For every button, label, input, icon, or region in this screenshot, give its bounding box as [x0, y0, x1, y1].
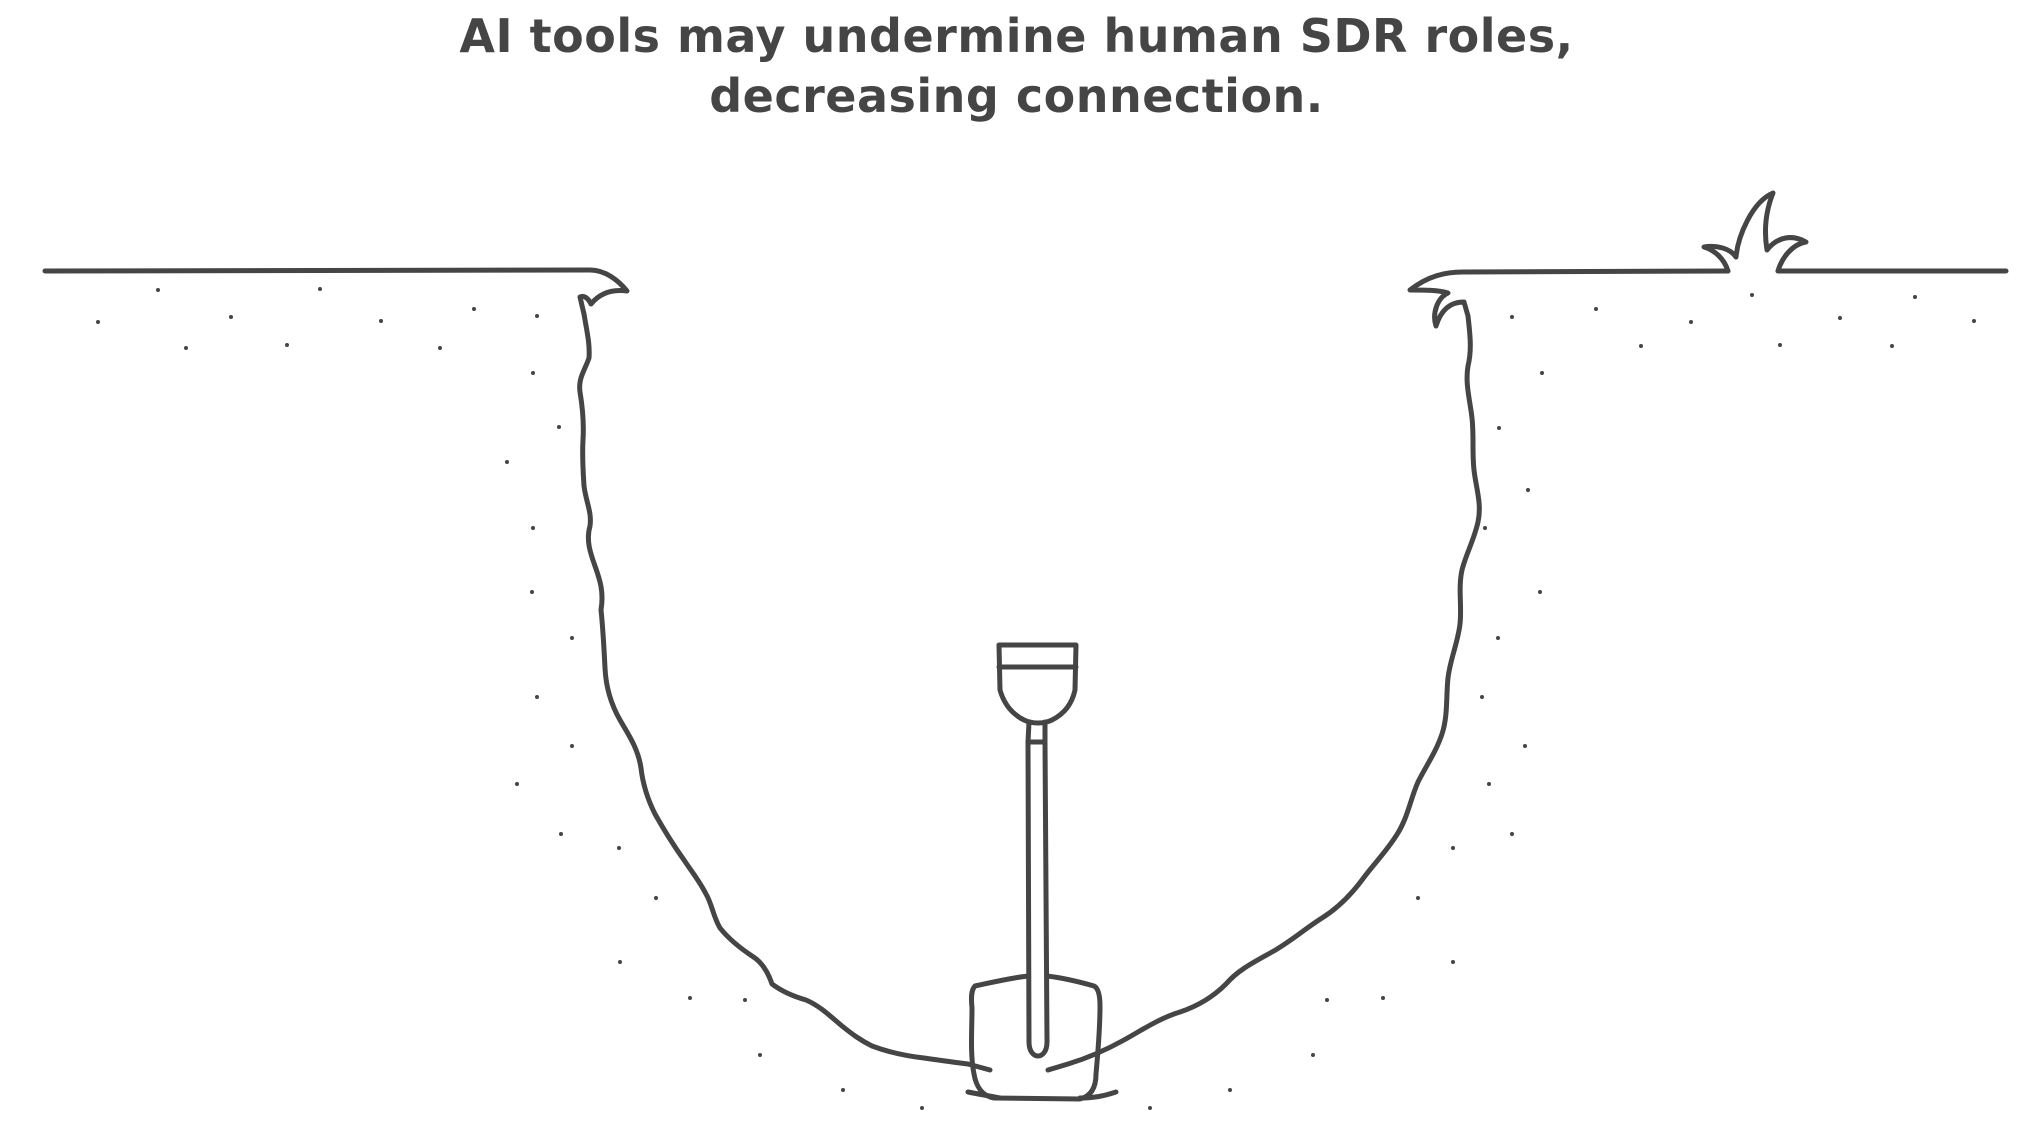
caption-line-2: decreasing connection.: [709, 69, 1324, 123]
hole-left-wall: [577, 311, 993, 1073]
grass-tuft: [1701, 190, 1809, 274]
hole-right-wall: [1045, 313, 1482, 1073]
shovel-shaft: [1025, 739, 1050, 1059]
ground-right-line: [1407, 268, 2009, 329]
soil-specks-right: [1148, 293, 1976, 1110]
hole-bottom: [965, 1089, 1119, 1101]
caption-line-1: AI tools may undermine human SDR roles,: [459, 9, 1574, 63]
caption: AI tools may undermine human SDR roles, …: [0, 0, 2033, 126]
ground-left-line: [42, 267, 630, 317]
shovel-blade-icon: [968, 973, 1103, 1102]
shovel-grip-icon: [996, 642, 1079, 726]
shovel-shaft-collar: [1025, 719, 1048, 745]
soil-specks-left: [96, 287, 924, 1110]
